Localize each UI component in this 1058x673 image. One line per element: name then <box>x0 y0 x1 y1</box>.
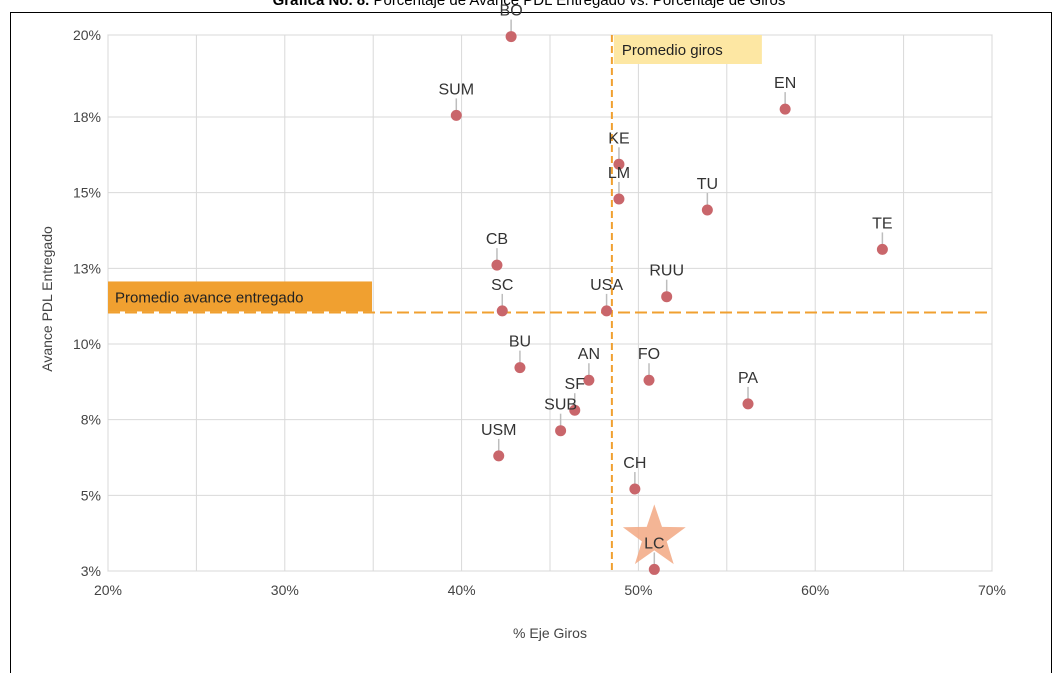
y-tick-label: 8% <box>81 412 101 428</box>
data-point-usa <box>601 305 613 317</box>
point-label-sc: SC <box>491 277 513 294</box>
data-point-pa <box>742 398 754 410</box>
data-point-sc <box>496 305 508 317</box>
point-label-ruu: RUU <box>649 263 684 280</box>
point-label-fo: FO <box>638 346 660 363</box>
x-tick-label: 50% <box>624 582 652 598</box>
reference-label-box-avance <box>108 281 372 312</box>
data-point-sum <box>450 109 462 121</box>
data-point-ruu <box>661 291 673 303</box>
reference-label-box-giros <box>613 35 762 64</box>
point-label-lm: LM <box>608 165 630 182</box>
reference-lines: Promedio giros Promedio avance entregado <box>108 35 992 571</box>
data-point-te <box>876 243 888 255</box>
y-axis-title: Avance PDL Entregado <box>39 226 55 372</box>
point-label-sum: SUM <box>439 81 475 98</box>
x-tick-label: 30% <box>271 582 299 598</box>
reference-label-giros: Promedio giros <box>622 42 723 59</box>
grid <box>107 34 993 572</box>
reference-label-avance: Promedio avance entregado <box>115 289 303 306</box>
chart-title-text: Porcentaje de Avance PDL Entregado vs. P… <box>373 0 786 9</box>
data-point-sf <box>569 404 581 416</box>
y-tick-label: 3% <box>81 563 101 579</box>
point-label-bu: BU <box>509 334 531 351</box>
chart-title-prefix: Gráfica No. 8. <box>272 0 370 9</box>
point-label-bo: BO <box>500 3 523 20</box>
data-point-ch <box>629 483 641 495</box>
data-point-cb <box>491 259 503 271</box>
point-label-usa: USA <box>590 277 623 294</box>
y-tick-label: 10% <box>73 336 101 352</box>
data-point-ke <box>613 158 625 170</box>
point-label-usm: USM <box>481 422 517 439</box>
data-points: BO SUM EN KE LM TU TE CB SC USA RUU BU AN FO PA SF SUB US… <box>439 3 893 575</box>
point-label-sub: SUB <box>544 397 577 414</box>
point-label-pa: PA <box>738 370 758 387</box>
x-axis-title: % Eje Giros <box>513 625 587 641</box>
x-tick-label: 20% <box>94 582 122 598</box>
highlight-star-icon <box>622 504 686 565</box>
data-point-bo <box>505 31 517 43</box>
data-point-an <box>583 374 595 386</box>
tick-labels: 20% 30% 40% 50% 60% 70% 3% 5% 8% 10% 13% 15% 18% 20% <box>73 27 1006 598</box>
x-tick-label: 70% <box>978 582 1006 598</box>
data-point-usm <box>493 450 505 462</box>
y-tick-label: 18% <box>73 109 101 125</box>
data-point-tu <box>701 204 713 216</box>
data-point-lc <box>648 563 660 575</box>
x-tick-label: 40% <box>448 582 476 598</box>
x-tick-label: 60% <box>801 582 829 598</box>
chart-title: Gráfica No. 8. Porcentaje de Avance PDL … <box>0 0 1058 9</box>
point-label-te: TE <box>872 215 892 232</box>
point-label-en: EN <box>774 75 796 92</box>
data-point-sub <box>555 425 567 437</box>
point-label-lc: LC <box>644 535 664 552</box>
y-tick-label: 13% <box>73 260 101 276</box>
data-point-lm <box>613 193 625 205</box>
chart-frame <box>10 12 1052 673</box>
data-point-en <box>779 103 791 115</box>
point-label-ch: CH <box>623 455 646 472</box>
point-label-an: AN <box>578 346 600 363</box>
point-label-cb: CB <box>486 231 508 248</box>
data-point-bu <box>514 362 526 374</box>
point-label-sf: SF <box>565 376 586 393</box>
point-label-tu: TU <box>697 176 718 193</box>
y-tick-label: 5% <box>81 487 101 503</box>
y-tick-label: 20% <box>73 27 101 43</box>
y-tick-label: 15% <box>73 185 101 201</box>
data-point-fo <box>643 374 655 386</box>
point-label-ke: KE <box>608 130 629 147</box>
